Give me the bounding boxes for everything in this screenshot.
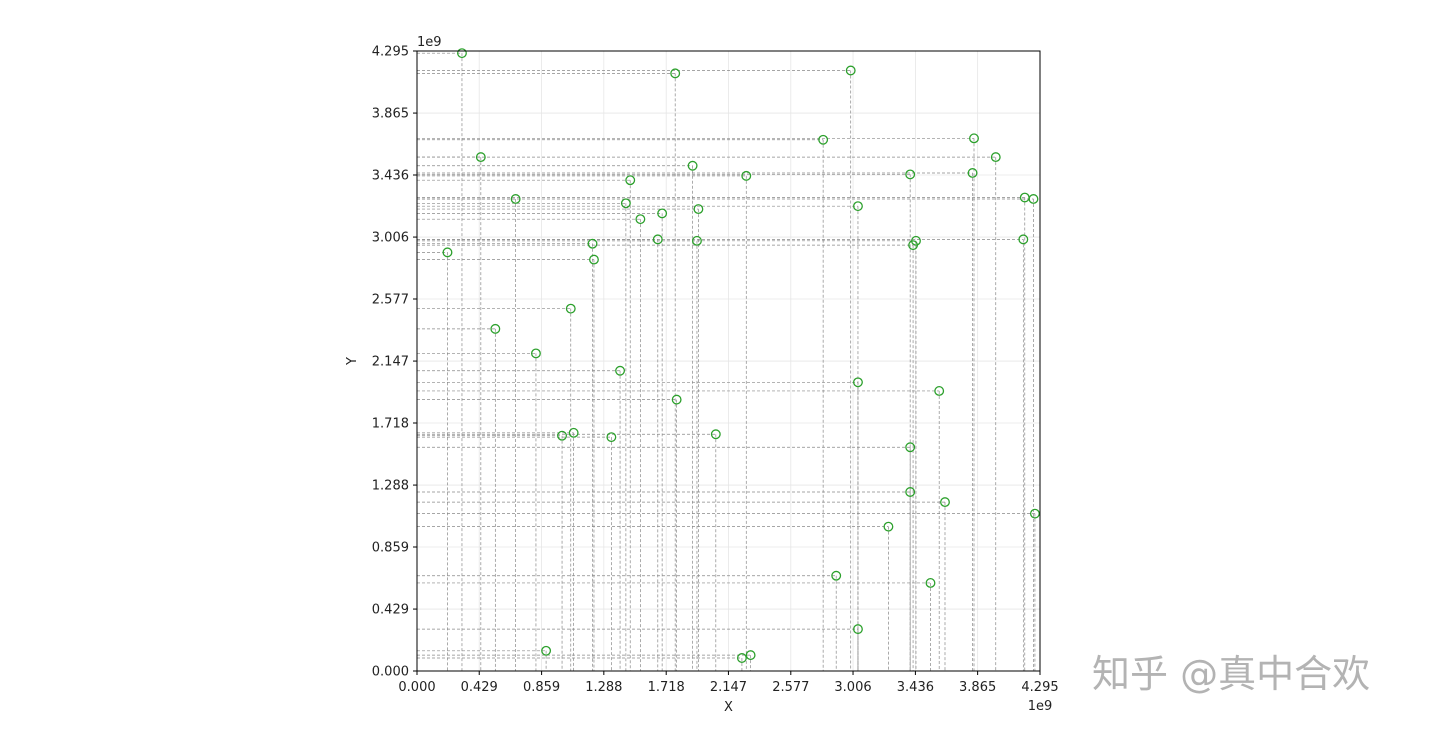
x-axis-label: X: [724, 700, 733, 715]
y-tick-label: 0.000: [372, 665, 409, 680]
guide-lines: [417, 52, 1036, 671]
data-point: [687, 160, 698, 171]
data-point: [671, 394, 682, 405]
data-points: [442, 48, 1040, 663]
data-point: [853, 624, 863, 635]
data-point: [1029, 508, 1040, 519]
data-point: [710, 429, 721, 440]
data-point: [969, 133, 979, 144]
data-point: [457, 48, 467, 59]
x-tick-label: 3.865: [959, 680, 996, 695]
x-tick-label: 2.147: [710, 680, 747, 695]
x-tick-label: 2.577: [772, 680, 809, 695]
data-point: [934, 386, 945, 396]
data-point: [541, 645, 552, 656]
data-point: [625, 175, 636, 186]
y-tick-label: 2.147: [372, 355, 409, 370]
x-tick-label: 3.436: [897, 680, 934, 695]
y-axis-label: Y: [345, 357, 360, 366]
data-point: [905, 169, 916, 180]
grid: [416, 50, 1041, 672]
data-point: [475, 152, 486, 163]
data-point: [587, 238, 598, 249]
y-tick-label: 1.718: [372, 417, 409, 432]
data-point: [911, 235, 921, 246]
x-tick-label: 0.429: [461, 680, 498, 695]
x-tick-label: 0.000: [398, 680, 435, 695]
data-point: [818, 134, 829, 145]
y-tick-label: 0.429: [372, 603, 409, 618]
x-tick-label: 1.288: [585, 680, 622, 695]
data-point: [565, 303, 576, 314]
data-point: [741, 170, 752, 181]
data-point: [652, 234, 663, 245]
x-tick-label: 4.295: [1021, 680, 1058, 695]
axis-ticks: 0.000 0.429 0.859 1.288 1.718 2.147 2.577 3.006…: [372, 45, 1059, 696]
x-exponent-label: 1e9: [1028, 699, 1053, 714]
data-point: [490, 323, 501, 334]
data-point: [589, 254, 599, 265]
data-point: [940, 497, 950, 508]
watermark: 知乎 @真中合欢: [1092, 652, 1370, 696]
data-point: [606, 432, 617, 443]
data-point: [692, 235, 702, 246]
data-point: [530, 348, 541, 359]
data-point: [905, 487, 916, 497]
data-point: [620, 198, 631, 209]
y-tick-label: 3.436: [372, 169, 409, 184]
data-point: [853, 201, 863, 212]
data-point: [925, 577, 936, 588]
x-tick-label: 3.006: [834, 680, 871, 695]
data-point: [853, 377, 863, 388]
data-point: [615, 365, 626, 376]
data-point: [670, 68, 681, 79]
data-point: [1028, 194, 1039, 204]
y-exponent-label: 1e9: [417, 35, 442, 50]
y-tick-label: 1.288: [372, 479, 409, 494]
data-point: [510, 194, 521, 204]
y-tick-label: 3.006: [372, 231, 409, 246]
y-tick-label: 2.577: [372, 293, 409, 308]
data-point: [1018, 234, 1029, 245]
data-point: [883, 521, 894, 532]
data-point: [745, 650, 756, 661]
x-tick-label: 0.859: [523, 680, 560, 695]
y-tick-label: 4.295: [372, 45, 409, 60]
data-point: [442, 247, 453, 258]
data-point: [990, 152, 1001, 163]
data-point: [831, 570, 842, 581]
data-point: [657, 208, 668, 219]
y-tick-label: 3.865: [372, 107, 409, 122]
data-point: [557, 430, 568, 441]
data-point: [905, 442, 916, 453]
data-point: [967, 168, 978, 178]
x-tick-label: 1.718: [648, 680, 685, 695]
data-point: [693, 204, 704, 215]
data-point: [736, 653, 747, 663]
y-tick-label: 0.859: [372, 541, 409, 556]
data-point: [845, 65, 856, 76]
data-point: [568, 427, 579, 438]
data-point: [635, 214, 646, 225]
